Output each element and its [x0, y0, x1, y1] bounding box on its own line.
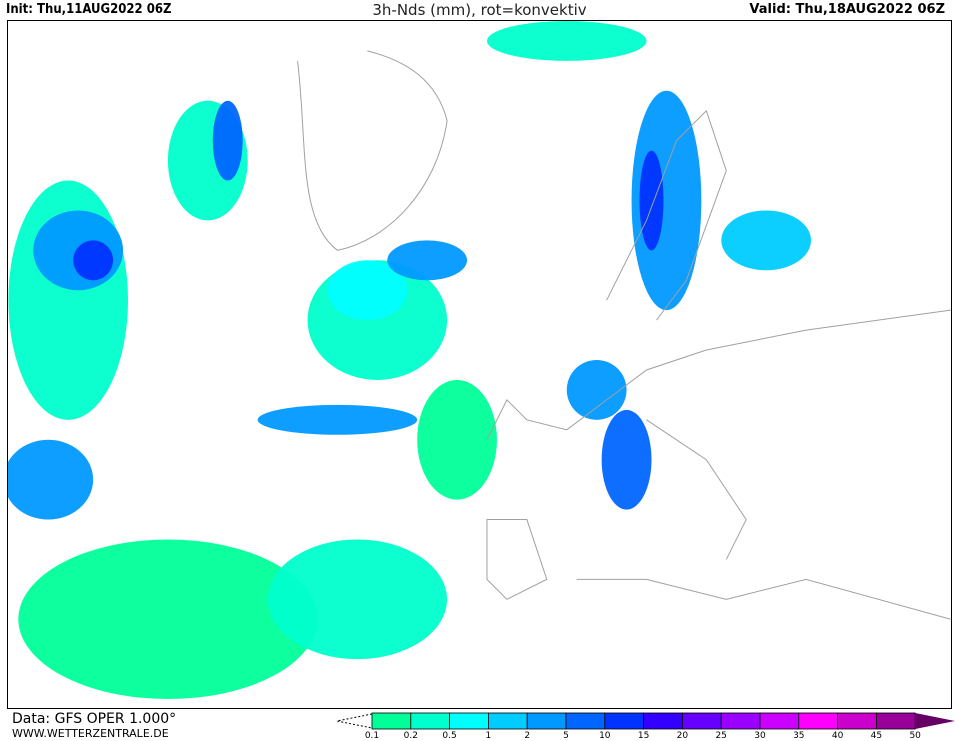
legend-tick-label: 30 [754, 731, 766, 741]
coastline [297, 50, 448, 251]
legend-swatch [643, 712, 683, 730]
precip-area [212, 100, 243, 181]
coastlines [297, 50, 951, 620]
legend-tick-label: 40 [831, 731, 844, 741]
precip-area [417, 379, 497, 500]
legend-swatch [410, 712, 451, 730]
valid-time: Valid: Thu,18AUG2022 06Z [749, 2, 945, 17]
precip-area [566, 360, 627, 420]
precipitation-map [7, 20, 952, 709]
legend-tick-label: 1 [485, 731, 492, 741]
legend-swatch [526, 712, 567, 730]
legend-swatch [371, 712, 412, 730]
precip-area [387, 240, 468, 281]
legend-swatch [681, 712, 722, 730]
legend-tick-label: 15 [637, 731, 650, 741]
under-range-arrow [336, 713, 373, 729]
precip-area [327, 260, 408, 321]
legend-tick-label: 0.1 [364, 731, 380, 741]
legend-swatch [798, 712, 838, 730]
legend-swatch [876, 712, 916, 730]
legend-tick-label: 0.2 [403, 731, 418, 741]
precip-area [267, 539, 448, 660]
coastline [606, 109, 727, 321]
legend-tick-label: 10 [599, 731, 611, 741]
legend-swatch [720, 712, 761, 730]
legend-swatch [759, 712, 800, 730]
legend-swatch [837, 712, 877, 730]
legend-swatch [604, 712, 644, 730]
precip-area [631, 90, 702, 311]
over-range-arrow [915, 713, 955, 729]
legend-tick-label: 5 [563, 731, 569, 741]
precip-area [257, 404, 418, 435]
legend-swatch [449, 712, 489, 730]
legend-tick-label: 50 [909, 731, 921, 741]
precip-area [721, 210, 812, 271]
legend-tick-label: 35 [793, 731, 805, 741]
coastline [486, 519, 548, 600]
precip-area [601, 409, 652, 510]
precip-area [486, 21, 647, 61]
legend-tick-label: 20 [676, 731, 689, 741]
precip-area [8, 439, 94, 520]
color-scale-legend [336, 712, 955, 730]
coastline [576, 578, 951, 620]
legend-swatch [565, 712, 606, 730]
init-time: Init: Thu,11AUG2022 06Z [6, 2, 172, 17]
coastline [646, 419, 747, 560]
coastline [486, 309, 951, 441]
precip-area [18, 539, 318, 700]
precip-area [73, 240, 114, 281]
website-credit: WWW.WETTERZENTRALE.DE [12, 727, 169, 740]
legend-tick-label: 45 [870, 731, 883, 741]
legend-tick-label: 0.5 [442, 731, 457, 741]
precip-area [639, 150, 664, 251]
legend-tick-label: 25 [715, 731, 727, 741]
map-title: 3h-Nds (mm), rot=konvektiv [372, 1, 587, 19]
legend-swatch [487, 712, 528, 730]
legend-tick-label: 2 [524, 731, 531, 741]
data-source: Data: GFS OPER 1.000° [12, 711, 177, 727]
precipitation-areas [8, 21, 812, 700]
